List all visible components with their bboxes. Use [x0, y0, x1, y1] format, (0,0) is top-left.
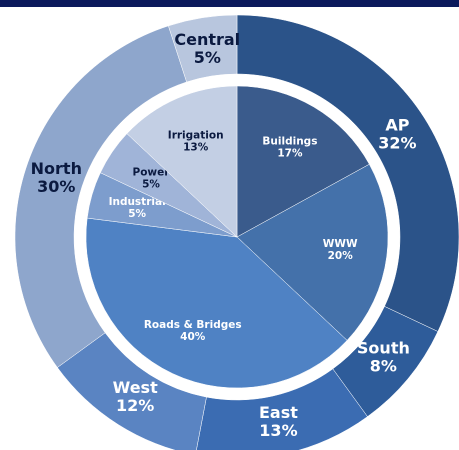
- slice: [126, 85, 238, 238]
- slice-label: Buildings: [262, 135, 317, 147]
- slice-label: Industrial: [109, 196, 166, 208]
- slice-value-label: 30%: [37, 177, 75, 196]
- slice-value-label: 17%: [277, 147, 303, 159]
- slice: [236, 85, 370, 238]
- slice-value-label: 13%: [259, 421, 297, 440]
- slice-label: South: [357, 339, 410, 358]
- slice-value-label: 5%: [128, 208, 146, 220]
- slice: [236, 14, 459, 332]
- slice: [196, 368, 368, 450]
- slice-value-label: 20%: [328, 250, 354, 262]
- slice-value-label: 5%: [194, 48, 221, 67]
- slice-value-label: 13%: [183, 142, 209, 154]
- slice-value-label: 40%: [180, 331, 206, 343]
- slice: [85, 217, 348, 389]
- slice-value-label: 32%: [378, 134, 416, 153]
- top-bar: [0, 0, 459, 7]
- slice-label: AP: [385, 116, 409, 135]
- slice: [236, 163, 389, 341]
- slice-value-label: 12%: [116, 396, 154, 415]
- slice-label: West: [113, 378, 158, 397]
- slice-label: Roads & Bridges: [144, 319, 242, 331]
- slice-label: Power: [133, 167, 171, 179]
- slice-label: Irrigation: [168, 130, 224, 142]
- slice-label: WWW: [323, 238, 358, 250]
- slice-value-label: 5%: [142, 179, 160, 191]
- slice-value-label: 8%: [370, 357, 397, 376]
- slice: [14, 25, 187, 368]
- slice-label: Central: [174, 30, 240, 49]
- slice: [168, 14, 238, 83]
- slice-label: North: [31, 159, 82, 178]
- slice-label: East: [259, 403, 298, 422]
